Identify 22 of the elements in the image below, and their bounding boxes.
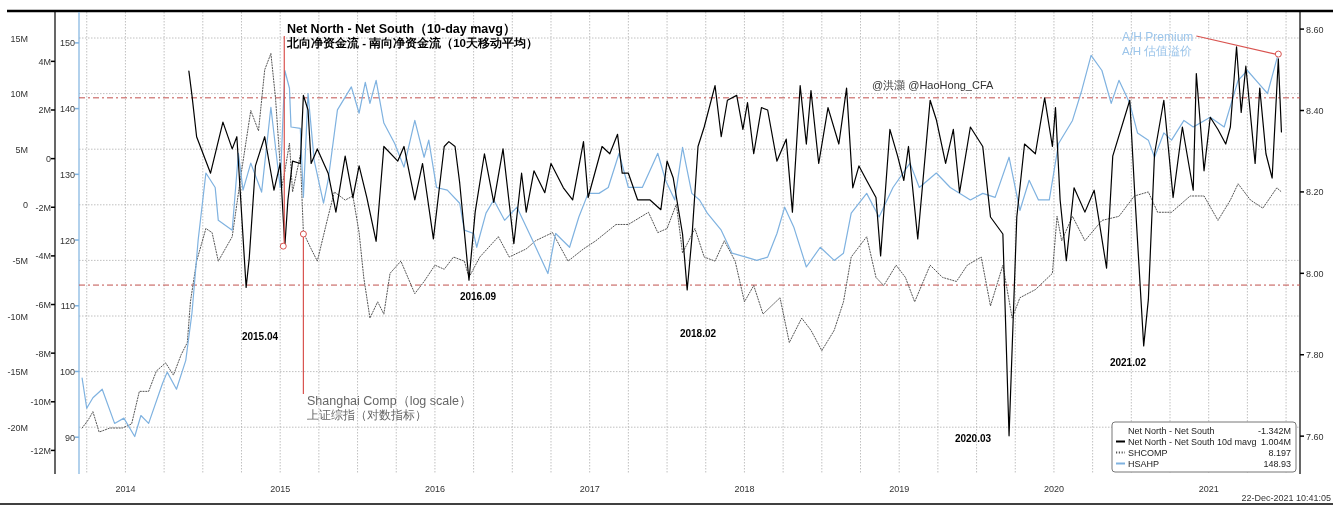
annotation: Net North - Net South（10-day mavg） [287,22,516,36]
annotation: Shanghai Comp（log scale） [307,394,472,408]
annotation: 15M [10,33,28,44]
annotation: 2020.03 [954,433,992,444]
annotation: A/H Premium [1122,30,1194,44]
annotation: 0 [23,200,28,211]
annotation: -15M [7,367,28,378]
annotation: 2015.04 [241,331,279,342]
annotation: 5M [15,144,28,155]
annotation: -20M [7,422,28,433]
annotation: -5M [12,255,28,266]
annotation: 22-Dec-2021 10:41:05 [1241,493,1331,503]
annotation: 北向净资金流 - 南向净资金流（10天移动平均） [287,37,538,49]
annotation: Net North - Net South [1128,426,1215,436]
annotation: 2018.02 [679,328,717,339]
annotation: -10M [7,311,28,322]
annotation: 2016.09 [459,291,497,302]
annotation: A/H 估值溢价 [1122,45,1193,57]
annotation: 上证综指（对数指标） [307,409,427,421]
annotation: @洪灝 @HaoHong_CFA [872,79,994,91]
annotation: 2021.02 [1109,357,1147,368]
annotation: 10M [10,89,28,100]
